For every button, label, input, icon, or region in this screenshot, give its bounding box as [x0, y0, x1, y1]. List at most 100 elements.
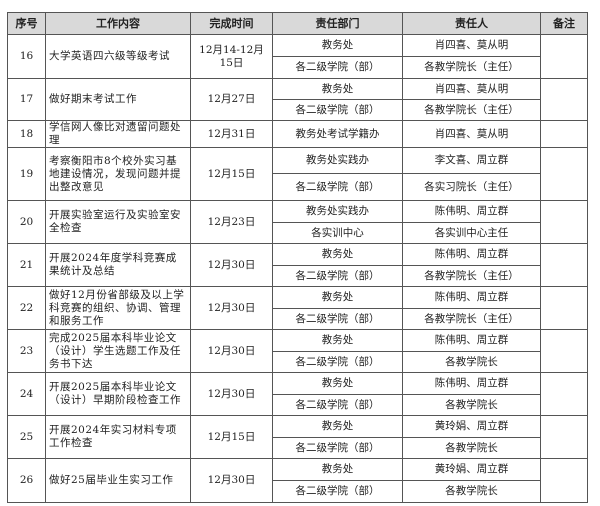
row-number: 22 — [7, 286, 46, 330]
header-cell: 备注 — [540, 12, 588, 35]
row-number: 19 — [7, 147, 46, 201]
remark-cell — [540, 286, 588, 330]
remark-cell — [540, 415, 588, 459]
department-cell: 各二级学院（部） — [272, 351, 403, 373]
table-row: 各二级学院（部） 各教学院长（主任） — [8, 308, 588, 330]
table-row: 各二级学院（部） 各实习院长（主任） — [8, 173, 588, 201]
header-cell: 完成时间 — [190, 12, 273, 35]
table-row: 各二级学院（部） 各教学院长 — [8, 394, 588, 416]
time-cell: 12月15日 — [190, 415, 273, 459]
person-cell: 各教学院长 — [402, 480, 541, 503]
time-cell: 12月31日 — [190, 120, 273, 148]
remark-cell — [540, 200, 588, 244]
person-cell: 各教学院长 — [402, 351, 541, 373]
work-table: 序号 工作内容 完成时间 责任部门 责任人 备注 16 大学英语四六级等级考试 12月14-1… — [7, 12, 588, 503]
department-cell: 各二级学院（部） — [272, 173, 403, 201]
department-cell: 各二级学院（部） — [272, 480, 403, 503]
remark-cell — [540, 34, 588, 79]
row-number: 26 — [7, 458, 46, 503]
row-number: 18 — [7, 120, 46, 148]
department-cell: 教务处 — [272, 34, 403, 57]
time-cell: 12月23日 — [190, 200, 273, 244]
department-cell: 各实训中心 — [272, 222, 403, 244]
department-cell: 各二级学院（部） — [272, 437, 403, 459]
department-cell: 各二级学院（部） — [272, 265, 403, 287]
person-cell: 陈伟明、周立群 — [402, 286, 541, 309]
person-cell: 各教学院长（主任） — [402, 99, 541, 121]
time-cell: 12月30日 — [190, 372, 273, 416]
row-number: 24 — [7, 372, 46, 416]
department-cell: 教务处 — [272, 78, 403, 100]
table-row: 21 开展2024年度学科竞赛成果统计及总结 12月30日 教务处 陈伟明、周立群 — [7, 243, 588, 287]
remark-cell — [540, 147, 588, 201]
time-cell: 12月14-12月15日 — [190, 34, 273, 79]
row-number: 21 — [7, 243, 46, 287]
table-row: 各二级学院（部） 各教学院长 — [8, 480, 588, 503]
person-cell: 各教学院长 — [402, 437, 541, 459]
task-cell: 完成2025届本科毕业论文（设计）学生选题工作及任务书下达 — [45, 329, 191, 373]
remark-cell — [540, 78, 588, 121]
task-cell: 大学英语四六级等级考试 — [45, 34, 191, 79]
department-cell: 各二级学院（部） — [272, 99, 403, 121]
time-cell: 12月30日 — [190, 286, 273, 330]
header-cell: 工作内容 — [45, 12, 191, 35]
row-number: 23 — [7, 329, 46, 373]
table-row: 26 做好25届毕业生实习工作 12月30日 教务处 黄玲娟、周立群 — [7, 458, 588, 503]
remark-cell — [540, 372, 588, 416]
department-cell: 各二级学院（部） — [272, 56, 403, 79]
remark-cell — [540, 329, 588, 373]
time-cell: 12月30日 — [190, 458, 273, 503]
person-cell: 各教学院长（主任） — [402, 308, 541, 330]
remark-cell — [540, 243, 588, 287]
person-cell: 肖四喜、莫从明 — [402, 34, 541, 57]
task-cell: 开展实验室运行及实验室安全检查 — [45, 200, 191, 244]
row-number: 20 — [7, 200, 46, 244]
department-cell: 教务处 — [272, 329, 403, 352]
task-cell: 学信网人像比对遗留问题处理 — [45, 120, 191, 148]
remark-cell — [540, 120, 588, 148]
table-row: 各实训中心 各实训中心主任 — [8, 222, 588, 244]
department-cell: 教务处实践办 — [272, 200, 403, 223]
table-row: 18 学信网人像比对遗留问题处理 12月31日 教务处考试学籍办 肖四喜、莫从明 — [7, 120, 588, 148]
header-cell: 责任部门 — [272, 12, 403, 35]
department-cell: 教务处考试学籍办 — [272, 120, 403, 148]
time-cell: 12月30日 — [190, 243, 273, 287]
table-row: 24 开展2025届本科毕业论文（设计）早期阶段检查工作 12月30日 教务处 陈伟明、… — [7, 372, 588, 416]
task-cell: 开展2025届本科毕业论文（设计）早期阶段检查工作 — [45, 372, 191, 416]
header-row: 序号 工作内容 完成时间 责任部门 责任人 备注 — [7, 12, 588, 35]
task-cell: 做好12月份省部级及以上学科竞赛的组织、协调、管理和服务工作 — [45, 286, 191, 330]
person-cell: 各教学院长（主任） — [402, 56, 541, 79]
person-cell: 陈伟明、周立群 — [402, 372, 541, 395]
table-row: 17 做好期末考试工作 12月27日 教务处 肖四喜、莫从明 — [7, 78, 588, 121]
task-cell: 开展2024年度学科竞赛成果统计及总结 — [45, 243, 191, 287]
department-cell: 各二级学院（部） — [272, 394, 403, 416]
header-cell: 责任人 — [402, 12, 541, 35]
person-cell: 各实习院长（主任） — [402, 173, 541, 201]
remark-cell — [540, 458, 588, 503]
task-cell: 做好期末考试工作 — [45, 78, 191, 121]
department-cell: 各二级学院（部） — [272, 308, 403, 330]
person-cell: 肖四喜、莫从明 — [402, 78, 541, 100]
department-cell: 教务处 — [272, 243, 403, 266]
table-row: 25 开展2024年实习材料专项工作检查 12月15日 教务处 黄玲娟、周立群 — [7, 415, 588, 459]
person-cell: 各教学院长 — [402, 394, 541, 416]
person-cell: 陈伟明、周立群 — [402, 200, 541, 223]
time-cell: 12月30日 — [190, 329, 273, 373]
person-cell: 黄玲娟、周立群 — [402, 458, 541, 481]
department-cell: 教务处 — [272, 286, 403, 309]
department-cell: 教务处 — [272, 372, 403, 395]
table-row: 16 大学英语四六级等级考试 12月14-12月15日 教务处 肖四喜、莫从明 — [7, 34, 588, 79]
header-cell: 序号 — [7, 12, 46, 35]
task-cell: 做好25届毕业生实习工作 — [45, 458, 191, 503]
person-cell: 黄玲娟、周立群 — [402, 415, 541, 438]
person-cell: 各教学院长（主任） — [402, 265, 541, 287]
department-cell: 教务处实践办 — [272, 147, 403, 174]
row-number: 17 — [7, 78, 46, 121]
row-number: 16 — [7, 34, 46, 79]
person-cell: 陈伟明、周立群 — [402, 243, 541, 266]
person-cell: 李文喜、周立群 — [402, 147, 541, 174]
time-cell: 12月15日 — [190, 147, 273, 201]
department-cell: 教务处 — [272, 458, 403, 481]
person-cell: 各实训中心主任 — [402, 222, 541, 244]
